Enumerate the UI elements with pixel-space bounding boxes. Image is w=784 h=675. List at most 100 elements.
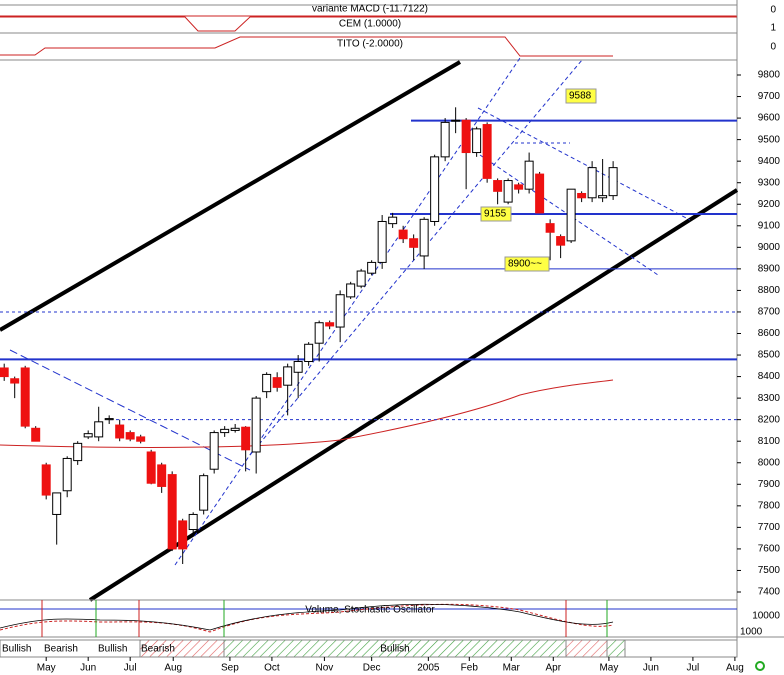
- status-icon: [755, 661, 765, 671]
- candle-body: [20, 367, 30, 427]
- panel-title: variante MACD (-11.7122): [312, 4, 428, 15]
- candle-body: [62, 457, 72, 492]
- candle-body: [178, 520, 188, 550]
- panel-title: Volume, Stochastic Oscillator: [305, 605, 435, 616]
- candle-body: [608, 167, 618, 197]
- panel-tick: 10000: [752, 611, 780, 622]
- candle-body: [482, 124, 492, 179]
- candle-body: [577, 192, 587, 199]
- y-tick-label: 8700: [758, 307, 781, 318]
- candle-body: [104, 418, 114, 421]
- level-label-box: [565, 88, 597, 104]
- x-tick-label: Jul: [687, 663, 700, 674]
- candle-body: [230, 427, 240, 431]
- panel-tick: 1000: [740, 627, 763, 638]
- candle-body: [472, 128, 482, 154]
- y-tick-label: 8500: [758, 350, 781, 361]
- y-tick-label: 8900: [758, 264, 781, 275]
- candle-body: [262, 373, 272, 393]
- y-tick-label: 8100: [758, 436, 781, 447]
- candle-body: [461, 119, 471, 154]
- candle-body: [430, 156, 440, 222]
- cem-line: [0, 16, 737, 32]
- candle-body: [251, 397, 261, 453]
- indicator-panels: [0, 0, 738, 640]
- x-tick-label: Nov: [316, 663, 334, 674]
- candle-body: [115, 424, 125, 439]
- y-tick-label: 9600: [758, 113, 781, 124]
- y-tick-label: 9300: [758, 177, 781, 188]
- candle-body: [146, 451, 156, 484]
- y-tick-label: 9700: [758, 91, 781, 102]
- candle-body: [0, 367, 9, 378]
- x-tick-label: May: [599, 663, 618, 674]
- candle-body: [125, 432, 135, 440]
- candle-body: [304, 343, 314, 363]
- y-tick-label: 7400: [758, 587, 781, 598]
- candle-body: [545, 223, 555, 233]
- x-tick-label: Apr: [545, 663, 561, 674]
- candle-body: [283, 366, 293, 386]
- x-tick-label: Mar: [503, 663, 521, 674]
- candle-body: [293, 361, 303, 373]
- candle-body: [493, 180, 503, 192]
- y-tick-label: 9000: [758, 242, 781, 253]
- candle-body: [325, 322, 335, 327]
- candle-body: [167, 474, 177, 550]
- y-tick-label: 9500: [758, 134, 781, 145]
- level-label: 8900~~: [508, 259, 542, 270]
- y-tick-label: 9400: [758, 156, 781, 167]
- y-tick-label: 9200: [758, 199, 781, 210]
- candle-body: [566, 188, 576, 242]
- candle-body: [514, 184, 524, 190]
- candle-body: [388, 216, 398, 225]
- panel-tick: 0: [770, 5, 776, 16]
- candle-body: [41, 464, 51, 496]
- x-tick-label: Feb: [461, 663, 479, 674]
- x-tick-label: Aug: [726, 663, 744, 674]
- y-tick-label: 8300: [758, 393, 781, 404]
- x-tick-label: Jul: [124, 663, 137, 674]
- trend-label: Bullish: [380, 644, 409, 655]
- y-tick-label: 9800: [758, 70, 781, 81]
- candle-body: [52, 492, 62, 515]
- candle-body: [314, 322, 324, 344]
- candle-body: [209, 432, 219, 470]
- candle-body: [409, 238, 419, 248]
- candle-body: [377, 220, 387, 263]
- candle-body: [503, 180, 513, 203]
- y-tick-label: 8200: [758, 414, 781, 425]
- candle-body: [220, 428, 230, 434]
- trend-label: Bearish: [44, 644, 78, 655]
- candle-body: [199, 475, 209, 511]
- candle-body: [440, 121, 450, 158]
- candle-body: [556, 236, 566, 246]
- x-tick-label: Jun: [643, 663, 659, 674]
- candle-body: [31, 427, 41, 442]
- y-tick-label: 7700: [758, 522, 781, 533]
- candle-body: [524, 160, 534, 190]
- x-tick-label: Oct: [264, 663, 280, 674]
- y-tick-label: 8800: [758, 285, 781, 296]
- candle-body: [157, 464, 167, 487]
- candle-body: [73, 442, 83, 462]
- y-tick-label: 8400: [758, 371, 781, 382]
- y-tick-label: 7600: [758, 544, 781, 555]
- candle-body: [83, 433, 93, 438]
- candle-body: [451, 119, 461, 122]
- y-tick-label: 9100: [758, 220, 781, 231]
- candle-body: [356, 270, 366, 287]
- x-tick-label: May: [37, 663, 56, 674]
- x-tick-label: 2005: [417, 663, 440, 674]
- x-tick-label: Aug: [164, 663, 182, 674]
- y-tick-label: 7900: [758, 479, 781, 490]
- panel-tick: 0: [770, 42, 776, 53]
- candle-body: [272, 377, 282, 388]
- level-label-box: [480, 206, 512, 222]
- x-tick-label: Sep: [221, 663, 239, 674]
- y-tick-label: 7800: [758, 500, 781, 511]
- candle-body: [398, 229, 408, 240]
- candle-body: [10, 378, 20, 384]
